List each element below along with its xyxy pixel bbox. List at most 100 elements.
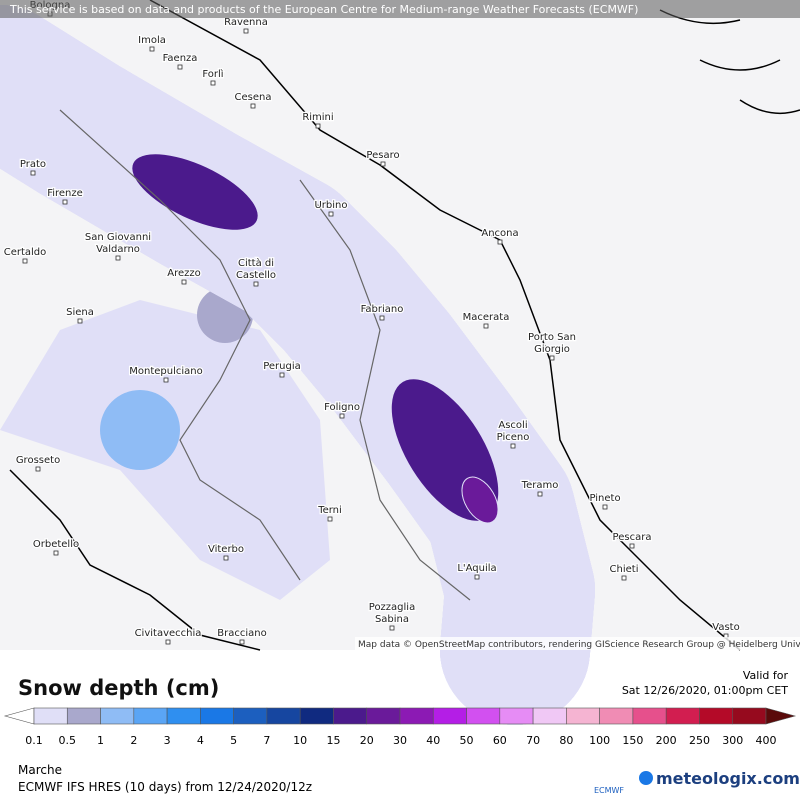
city-line: Perugia [263,361,301,372]
city-label: Faenza [163,53,198,64]
city-line: Piceno [497,432,530,443]
legend-arrow-low [3,707,35,725]
city-label: Ancona [481,228,518,239]
city-label: Firenze [47,188,83,199]
legend-swatch [566,707,600,725]
borders [9,0,800,651]
city-label: Civitavecchia [135,628,202,639]
city-marker [602,504,608,510]
city-marker [239,639,245,645]
legend-swatch [266,707,301,725]
city-marker [35,466,41,472]
city-label: San Giovanni Valdarno [85,232,151,255]
attribution-bg [355,637,800,650]
legend-swatch [432,707,467,725]
city-label: Certaldo [4,247,47,258]
city-marker [497,239,503,245]
city-marker [210,80,216,86]
legend-level: 10 [293,734,307,747]
city-label: Grosseto [16,455,60,466]
city-line: Foligno [324,402,360,413]
city-label: L'Aquila [457,563,496,574]
city-line: Imola [138,35,166,46]
city-line: Forlì [202,68,223,80]
city-marker [379,315,385,321]
legend-swatch [499,707,534,725]
city-marker [165,639,171,645]
legend-swatch [33,707,68,725]
city-label: Pescara [613,532,652,543]
city-line: Grosseto [16,455,60,466]
city-line: L'Aquila [457,563,496,574]
city-label: Foligno [324,402,360,413]
city-line: Firenze [47,188,83,199]
legend-level: 50 [460,734,474,747]
city-label: Macerata [463,312,510,323]
legend-swatch [299,707,334,725]
city-marker [327,516,333,522]
city-marker [250,103,256,109]
city-marker [328,211,334,217]
city-marker [163,377,169,383]
banner-bg [0,0,800,18]
legend-swatch [333,707,368,725]
city-line: Vasto [712,622,739,633]
city-marker [380,161,386,167]
legend-level: 150 [622,734,643,747]
city-label: Urbino [314,200,347,211]
city-label: Imola [138,35,166,46]
legend-level: 60 [493,734,507,747]
legend-level: 40 [426,734,440,747]
city-label: Prato [20,159,46,170]
city-label: Città di Castello [236,257,276,281]
city-marker [181,279,187,285]
legend-level: 15 [326,734,340,747]
snow-field [0,80,595,725]
city-line: Pesaro [366,150,399,161]
legend-level: 20 [360,734,374,747]
city-marker [30,170,36,176]
city-label: Porto San Giorgio [528,332,576,355]
city-line: Orbetello [33,539,79,550]
city-label: Forlì [202,68,223,80]
legend-level: 400 [756,734,777,747]
valid-time: Sat 12/26/2020, 01:00pm CET [622,684,788,697]
city-marker [621,575,627,581]
city-marker [243,28,249,34]
city-label: Fabriano [361,304,404,315]
city-line: Città di [238,257,274,269]
legend-swatch [200,707,234,725]
ecmwf-logo: ECMWF [594,786,624,795]
city-line: Giorgio [534,344,570,355]
attribution: Map data © OpenStreetMap contributors, r… [358,640,800,650]
city-label: Arezzo [167,268,201,279]
brand[interactable]: meteologix.com [656,769,800,788]
legend-swatch [399,707,434,725]
city-line: Ancona [481,228,518,239]
legend-swatch [599,707,634,725]
city-line: Certaldo [4,247,47,258]
city-line: Castello [236,270,276,281]
legend-level: 30 [393,734,407,747]
city-label: Pineto [589,493,620,504]
city-marker [629,543,635,549]
legend-level: 4 [197,734,204,747]
city-marker [510,443,516,449]
city-line: Ascoli [498,420,527,431]
legend: 0.1 0.5 1 2 3 4 5 7 10 15 20 30 40 50 60 70 80 100 150 200 2… [3,707,797,747]
region: Marche [18,763,62,777]
city-line: Porto San [528,332,576,343]
banner: This service is based on data and produc… [9,3,638,16]
city-label: Pesaro [366,150,399,161]
city-line: Rimini [302,112,333,123]
city-line: Pozzaglia [369,602,415,613]
city-marker [339,413,345,419]
legend-swatch [100,707,135,725]
city-label: Orbetello [33,539,79,550]
legend-swatch [732,707,767,725]
city-line: Terni [317,505,342,516]
legend-swatch [665,707,700,725]
city-marker [149,46,155,52]
